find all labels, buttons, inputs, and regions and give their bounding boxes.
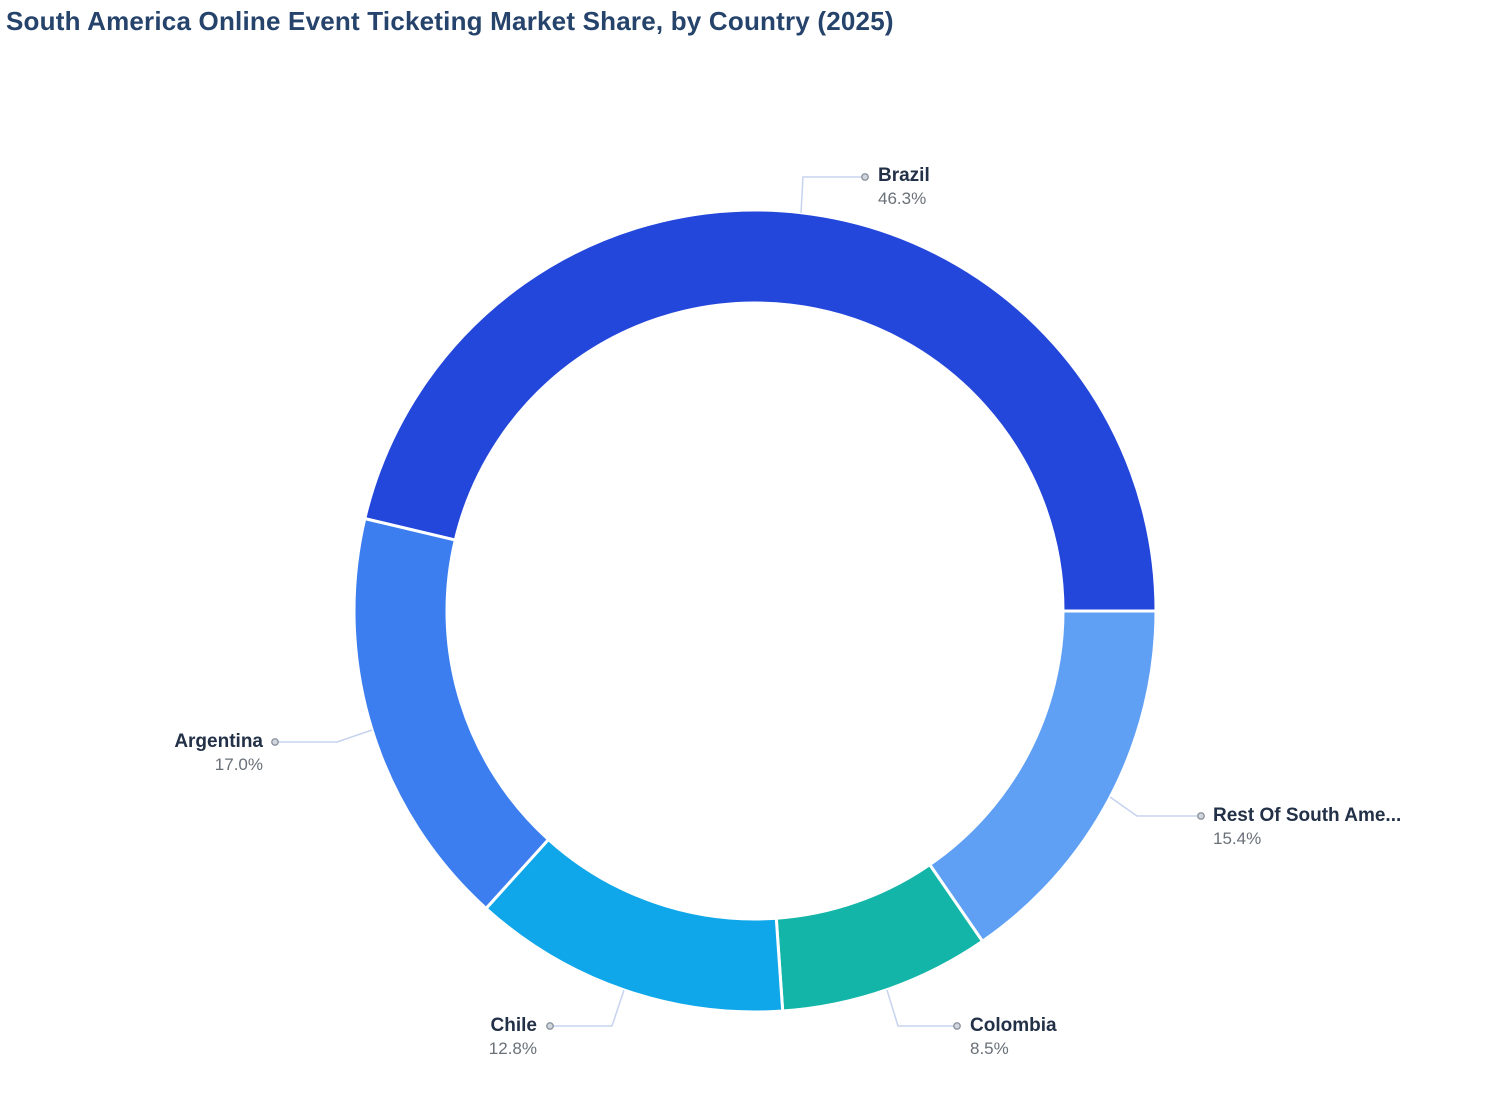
slice-label-brazil: Brazil 46.3% [878, 165, 930, 210]
slice-label-name: Colombia [970, 1015, 1057, 1036]
label-marker-dot-argentina [271, 738, 279, 746]
slice-label-percent: 12.8% [488, 1039, 537, 1058]
slice-label-name: Rest Of South Ame... [1213, 805, 1402, 826]
slice-label-colombia: Colombia 8.5% [970, 1015, 1057, 1060]
slice-label-chile: Chile 12.8% [489, 1015, 537, 1060]
leader-line-argentina [275, 729, 373, 743]
chart-title: South America Online Event Ticketing Mar… [6, 6, 894, 36]
leader-line-colombia [886, 989, 957, 1027]
pie-slice-rest-of-south-america[interactable] [928, 609, 1158, 943]
pie-slice-chile[interactable] [484, 837, 785, 1014]
pie-slice-brazil[interactable] [363, 208, 1158, 613]
leader-line-chile [550, 989, 625, 1027]
slice-label-percent: 15.4% [1213, 829, 1262, 848]
leader-line-rest-of-south-america [1109, 796, 1201, 817]
label-marker-dot-chile [546, 1022, 554, 1030]
label-marker-dot-rest-of-south-america [1197, 812, 1205, 820]
slice-label-argentina: Argentina 17.0% [174, 731, 263, 776]
slice-label-percent: 46.3% [878, 189, 927, 208]
slice-label-name: Chile [490, 1015, 537, 1036]
pie-slice-argentina[interactable] [352, 517, 550, 910]
leader-line-brazil [800, 176, 865, 214]
label-marker-dot-brazil [861, 173, 869, 181]
slice-label-percent: 8.5% [970, 1039, 1009, 1058]
label-marker-dot-colombia [953, 1022, 961, 1030]
slice-label-name: Brazil [878, 165, 930, 186]
slice-label-name: Argentina [174, 731, 263, 752]
slice-label-rest-of-south-america: Rest Of South Ame... 15.4% [1213, 805, 1401, 850]
slice-label-percent: 17.0% [214, 755, 263, 774]
